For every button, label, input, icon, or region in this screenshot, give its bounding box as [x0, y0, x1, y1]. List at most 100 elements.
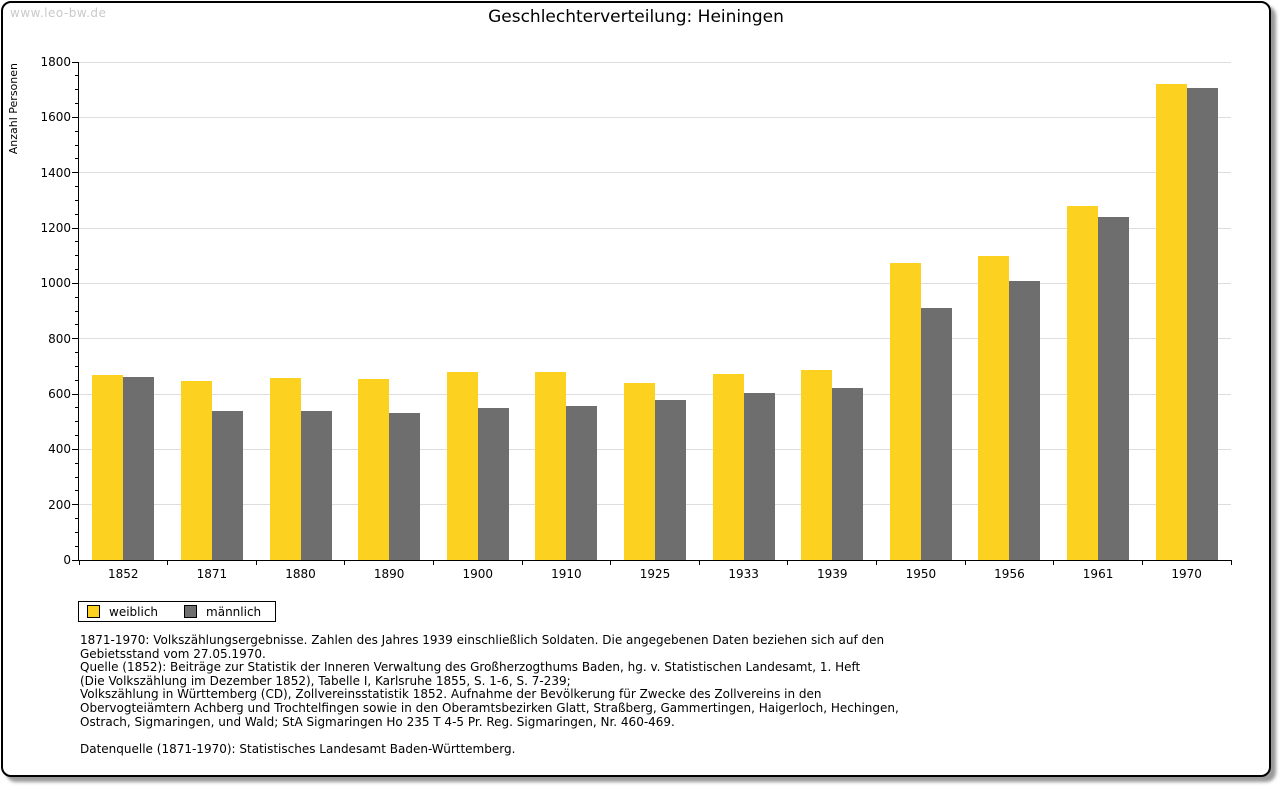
y-tick-label-1800: 1800 — [40, 55, 71, 69]
x-tick-11 — [1053, 560, 1055, 565]
y-minor-tick-1750 — [75, 75, 78, 77]
y-tick-0 — [72, 559, 78, 561]
y-tick-1000 — [72, 282, 78, 284]
y-minor-tick-900 — [75, 310, 78, 312]
y-minor-tick-1150 — [75, 241, 78, 243]
gridline-600 — [79, 393, 1231, 395]
chart-frame: www.leo-bw.de Geschlechterverteilung: He… — [1, 1, 1271, 777]
y-tick-1600 — [72, 116, 78, 118]
x-tick-9 — [876, 560, 878, 565]
y-minor-tick-1300 — [75, 199, 78, 201]
y-minor-tick-700 — [75, 365, 78, 367]
y-minor-tick-1650 — [75, 103, 78, 104]
x-category-label-1970: 1970 — [1171, 567, 1202, 581]
bar-männlich-1970 — [1186, 88, 1218, 560]
footnote-line-3: Quelle (1852): Beiträge zur Statistik de… — [80, 660, 861, 675]
footnote-line-1: 1871-1970: Volkszählungsergebnisse. Zahl… — [80, 633, 885, 647]
bar-männlich-1939 — [832, 387, 864, 560]
y-minor-tick-950 — [75, 296, 78, 298]
bar-männlich-1956 — [1009, 280, 1041, 560]
y-axis-label: Anzahl Personen — [7, 63, 20, 155]
legend-swatch-weiblich — [87, 605, 100, 618]
x-tick-7 — [698, 560, 700, 565]
bar-weiblich-1871 — [180, 380, 212, 560]
y-minor-tick-1250 — [75, 213, 78, 215]
x-category-label-1910: 1910 — [551, 567, 582, 581]
legend-item-maennlich: männlich — [184, 605, 261, 619]
footnotes: 1871-1970: Volkszählungsergebnisse. Zahl… — [80, 633, 899, 756]
x-tick-1 — [167, 560, 169, 565]
bar-männlich-1910 — [566, 405, 598, 560]
y-minor-tick-1450 — [75, 158, 78, 160]
bar-männlich-1961 — [1098, 216, 1130, 560]
y-minor-tick-1050 — [75, 269, 78, 270]
y-tick-label-1200: 1200 — [40, 221, 71, 235]
gridline-1000 — [79, 282, 1231, 284]
y-tick-800 — [72, 338, 78, 340]
x-tick-4 — [432, 560, 434, 565]
y-tick-label-0: 0 — [63, 553, 71, 567]
y-minor-tick-150 — [75, 518, 78, 519]
bar-männlich-1890 — [389, 413, 421, 560]
y-minor-tick-300 — [75, 476, 78, 478]
y-minor-tick-550 — [75, 407, 78, 409]
x-category-label-1852: 1852 — [108, 567, 139, 581]
bar-männlich-1950 — [920, 308, 952, 560]
bar-weiblich-1939 — [801, 370, 833, 560]
y-tick-label-1000: 1000 — [40, 276, 71, 291]
gridline-800 — [79, 338, 1231, 340]
y-tick-200 — [72, 504, 78, 506]
y-minor-tick-1500 — [75, 144, 78, 146]
y-minor-tick-850 — [75, 324, 78, 326]
y-minor-tick-1100 — [75, 255, 78, 257]
x-tick-13 — [1230, 560, 1232, 565]
footnote-line-7: Ostrach, Sigmaringen, und Wald; StA Sigm… — [80, 714, 675, 729]
bar-weiblich-1852 — [92, 374, 124, 560]
x-tick-8 — [787, 560, 789, 565]
y-minor-tick-250 — [75, 490, 78, 492]
y-tick-1200 — [72, 227, 78, 229]
y-tick-label-200: 200 — [48, 497, 71, 512]
x-category-label-1933: 1933 — [728, 567, 759, 581]
chart-title: Geschlechterverteilung: Heiningen — [488, 7, 784, 27]
y-minor-tick-750 — [75, 352, 78, 353]
gridline-1200 — [79, 227, 1231, 229]
x-category-label-1880: 1880 — [285, 567, 316, 581]
y-minor-tick-1350 — [75, 186, 78, 187]
y-tick-label-400: 400 — [48, 442, 71, 457]
x-tick-0 — [78, 560, 80, 565]
x-tick-3 — [344, 560, 346, 565]
gridline-1800 — [79, 61, 1231, 63]
y-minor-tick-50 — [75, 545, 78, 547]
y-minor-tick-100 — [75, 531, 78, 533]
legend-swatch-maennlich — [184, 605, 198, 618]
plot-area: 0 200 400 600 800 1000 1200 1400 1600 1800 1852 187… — [40, 55, 1232, 581]
bar-weiblich-1880 — [269, 377, 301, 560]
bar-weiblich-1970 — [1155, 84, 1187, 560]
y-tick-1800 — [72, 61, 78, 63]
bar-weiblich-1950 — [889, 262, 921, 560]
x-category-label-1939: 1939 — [816, 567, 848, 581]
y-tick-label-800: 800 — [48, 331, 71, 346]
x-category-label-1890: 1890 — [373, 567, 405, 581]
bar-männlich-1871 — [211, 410, 243, 560]
footnote-line-9: Datenquelle (1871-1970): Statistisches L… — [80, 741, 516, 756]
y-tick-label-1600: 1600 — [40, 110, 71, 125]
x-category-label-1900: 1900 — [462, 567, 494, 581]
bar-weiblich-1961 — [1067, 205, 1099, 560]
bar-männlich-1880 — [300, 411, 332, 560]
x-category-label-1950: 1950 — [905, 567, 937, 581]
y-minor-tick-650 — [75, 379, 78, 381]
bar-weiblich-1890 — [358, 378, 390, 560]
y-minor-tick-350 — [75, 462, 78, 464]
x-tick-10 — [964, 560, 966, 565]
footnote-line-4: (Die Volkszählung im Dezember 1852), Tab… — [80, 673, 571, 688]
y-minor-tick-1700 — [75, 89, 78, 91]
bar-männlich-1925 — [655, 399, 686, 560]
y-tick-400 — [72, 448, 78, 450]
gridline-1600 — [79, 116, 1231, 118]
x-category-label-1961: 1961 — [1082, 567, 1114, 581]
y-minor-tick-1550 — [75, 130, 78, 132]
bar-weiblich-1925 — [624, 382, 655, 560]
